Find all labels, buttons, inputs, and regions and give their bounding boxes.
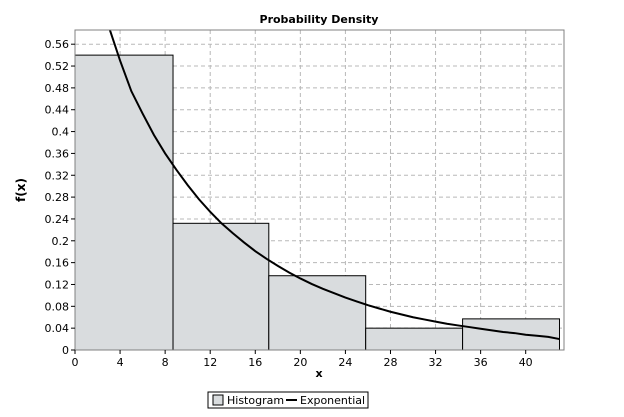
y-tick-label: 0.28 — [45, 191, 70, 204]
y-axis-label: f(x) — [14, 178, 28, 202]
histogram-bar-2 — [172, 222, 270, 351]
y-tick-label: 0.48 — [45, 82, 70, 95]
y-tick-label: 0.2 — [52, 235, 70, 248]
legend-exponential-label: Exponential — [300, 394, 365, 407]
x-tick-label: 32 — [429, 356, 443, 369]
histogram-bar-1 — [74, 54, 174, 351]
y-tick-label: 0.32 — [45, 169, 70, 182]
exponential-curve — [108, 30, 560, 341]
y-tick-label: 0.04 — [45, 322, 70, 335]
histogram-bars — [74, 54, 560, 351]
y-axis-ticks: 0 0.04 0.08 0.12 0.16 0.2 0.24 0.28 0.32 0.36 0.4 0… — [45, 38, 75, 357]
y-tick-label: 0.08 — [45, 300, 70, 313]
y-tick-label: 0.52 — [45, 60, 70, 73]
x-axis-ticks: 0 4 8 12 16 20 24 28 32 36 40 — [72, 350, 533, 369]
x-tick-label: 0 — [72, 356, 79, 369]
x-tick-label: 12 — [203, 356, 217, 369]
y-tick-label: 0.56 — [45, 38, 70, 51]
y-tick-label: 0.24 — [45, 213, 70, 226]
y-tick-label: 0.4 — [52, 126, 70, 139]
y-tick-label: 0.16 — [45, 257, 70, 270]
x-tick-label: 40 — [519, 356, 533, 369]
y-tick-label: 0 — [62, 344, 69, 357]
y-tick-label: 0.12 — [45, 278, 70, 291]
x-tick-label: 20 — [293, 356, 307, 369]
legend: Histogram Exponential — [207, 391, 369, 409]
legend-histogram-label: Histogram — [227, 394, 284, 407]
chart-title: Probability Density — [260, 13, 379, 26]
x-tick-label: 4 — [117, 356, 124, 369]
histogram-bar-4 — [365, 327, 464, 351]
exponential-curve-layer — [108, 30, 560, 341]
x-tick-label: 16 — [248, 356, 262, 369]
x-axis-label: x — [315, 367, 322, 380]
x-tick-label: 24 — [338, 356, 352, 369]
x-tick-label: 8 — [162, 356, 169, 369]
plot-border — [74, 29, 565, 351]
legend-histogram-swatch — [212, 394, 224, 406]
x-tick-label: 36 — [474, 356, 488, 369]
x-tick-label: 28 — [383, 356, 397, 369]
histogram-bar-3 — [268, 275, 367, 351]
y-tick-label: 0.44 — [45, 104, 70, 117]
y-tick-label: 0.36 — [45, 147, 70, 160]
histogram-bar-5 — [462, 318, 560, 351]
